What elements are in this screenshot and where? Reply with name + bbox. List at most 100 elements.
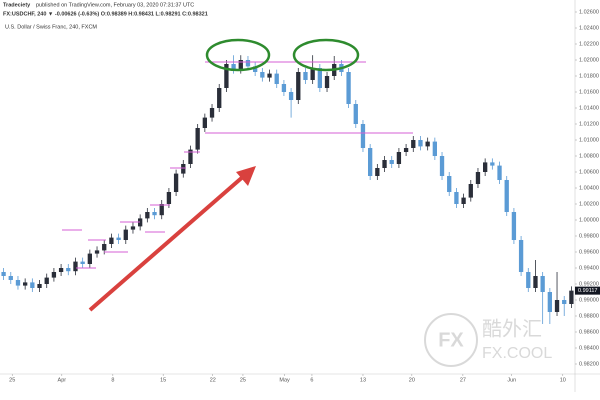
x-tick-label: 6 — [310, 377, 313, 383]
trend-arrow — [88, 173, 247, 312]
candle-body — [375, 168, 380, 176]
candle-body — [159, 204, 164, 216]
y-tick-label: 0.98800 — [579, 313, 599, 319]
x-tick-label: Jun — [507, 377, 516, 383]
candle-body — [267, 73, 272, 78]
candle-body — [224, 64, 229, 88]
y-tick-label: 0.98200 — [579, 361, 599, 367]
top-circle — [292, 38, 360, 72]
y-tick-label: 0.98400 — [579, 345, 599, 351]
candle-body — [288, 92, 294, 100]
candle-body — [51, 272, 57, 278]
candle-body — [303, 72, 308, 80]
candle-body — [245, 60, 251, 67]
y-tick-label: 1.02600 — [579, 9, 599, 15]
candle-body — [209, 108, 215, 118]
candle-body — [497, 165, 502, 180]
x-tick-label: 15 — [160, 377, 166, 383]
candle-body — [73, 261, 78, 272]
y-tick-label: 1.00200 — [579, 201, 599, 207]
candle-body — [152, 212, 157, 216]
candle-body — [281, 84, 287, 92]
candle-body — [87, 253, 92, 264]
candle-body — [109, 237, 114, 244]
candle-body — [80, 261, 85, 264]
candle-body — [526, 272, 531, 288]
candle-body — [94, 250, 100, 254]
candle-body — [217, 88, 222, 108]
last-price-tag — [575, 286, 600, 295]
x-tick-label: 25 — [9, 377, 15, 383]
candle-body — [569, 290, 574, 304]
candle-body — [30, 282, 35, 288]
candle-body — [317, 68, 322, 88]
x-tick-label: Apr — [58, 377, 67, 383]
candle-body — [547, 292, 552, 312]
candle-body — [389, 160, 394, 164]
candle-body — [425, 141, 430, 147]
candle-body — [296, 72, 301, 100]
candle-body — [238, 60, 243, 70]
candle-body — [468, 184, 473, 198]
candle-body — [447, 176, 452, 192]
y-tick-label: 1.00000 — [579, 217, 599, 223]
top-circle — [205, 38, 271, 72]
x-tick-label: 8 — [111, 377, 114, 383]
candle-body — [511, 212, 517, 240]
candle-body — [274, 73, 279, 84]
candle-body — [353, 104, 358, 124]
candle-body — [181, 164, 186, 174]
y-tick-label: 0.99000 — [579, 297, 599, 303]
x-tick-label: May — [279, 377, 290, 383]
y-tick-label: 1.00400 — [579, 185, 599, 191]
candle-body — [382, 160, 387, 168]
candle-body — [324, 76, 330, 88]
y-tick-label: 1.00800 — [579, 153, 599, 159]
candle-body — [475, 172, 481, 184]
candle-body — [116, 237, 121, 240]
y-tick-label: 0.99800 — [579, 233, 599, 239]
candle-body — [439, 156, 445, 176]
y-tick-label: 0.99400 — [579, 265, 599, 271]
candle-body — [15, 280, 21, 286]
candle-body — [166, 192, 172, 204]
candle-body — [396, 152, 402, 164]
publisher: Tradeciety — [3, 2, 31, 8]
arrow-head — [236, 166, 256, 186]
y-tick-label: 1.01800 — [579, 73, 599, 79]
candle-body — [418, 140, 423, 147]
y-tick-label: 1.01200 — [579, 121, 599, 127]
candle-body — [562, 300, 567, 304]
watermark-name: 酷外汇 — [482, 317, 542, 340]
level-marks — [62, 151, 200, 269]
y-tick-label: 1.01400 — [579, 105, 599, 111]
candle-body — [145, 212, 150, 219]
candle-body — [231, 64, 236, 70]
x-tick-label: 10 — [560, 377, 566, 383]
y-tick-label: 0.98600 — [579, 329, 599, 335]
y-tick-label: 0.99200 — [579, 281, 599, 287]
candle-body — [23, 282, 28, 286]
candle-body — [37, 284, 42, 288]
candle-body — [188, 149, 193, 164]
candle-body — [461, 197, 466, 204]
candle-body — [138, 218, 143, 227]
candle-body — [411, 140, 416, 148]
watermark: FX 酷外汇 FX.COOL — [424, 313, 552, 367]
published: published on TradingView.com, February 0… — [36, 2, 194, 8]
candle-body — [518, 240, 524, 272]
candle-body — [58, 268, 64, 272]
candle-body — [432, 141, 437, 156]
candle-body — [540, 276, 545, 292]
candle-body — [310, 68, 315, 80]
candle-body — [260, 72, 265, 78]
candle-body — [102, 244, 107, 251]
candle-body — [483, 162, 488, 172]
chart-title: U.S. Dollar / Swiss Franc, 240, FXCM — [5, 24, 97, 30]
candle-body — [202, 117, 207, 128]
last-price-label: 0.99117 — [578, 288, 597, 294]
x-tick-label: 22 — [210, 377, 216, 383]
x-tick-label: 20 — [409, 377, 415, 383]
